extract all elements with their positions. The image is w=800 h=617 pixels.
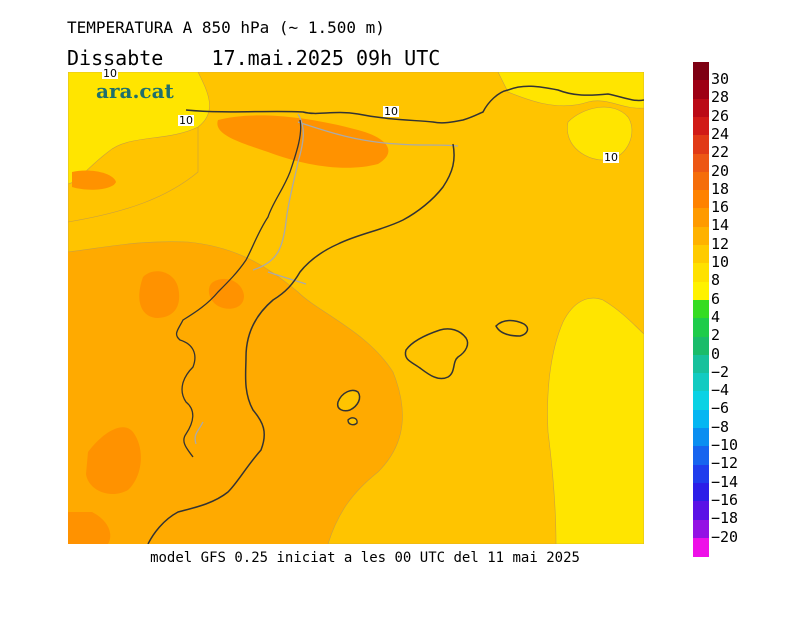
legend-label: −12 — [711, 454, 739, 473]
model-info: model GFS 0.25 iniciat a les 00 UTC del … — [150, 550, 580, 566]
legend-label: 8 — [711, 271, 721, 290]
field-14-16-far-west — [68, 512, 111, 544]
coastline-inland — [175, 119, 302, 458]
coastline-menorca — [495, 319, 529, 337]
legend-swatch — [693, 226, 709, 246]
legend-swatch — [693, 116, 709, 136]
legend-label: 28 — [711, 88, 730, 107]
legend-label: −20 — [711, 527, 739, 546]
legend-swatch — [693, 482, 709, 502]
legend-swatch — [693, 263, 709, 283]
legend-label: −4 — [711, 381, 730, 400]
field-14-16-ebro-2 — [208, 278, 244, 309]
legend-swatch — [693, 501, 709, 520]
coastline-ibiza — [336, 389, 361, 412]
field-8-10-southeast — [547, 297, 644, 544]
legend-label: 18 — [711, 179, 730, 198]
legend-label: −14 — [711, 472, 739, 491]
legend-swatch — [693, 318, 709, 337]
contour-label: 10 — [178, 114, 194, 127]
legend-swatch — [693, 190, 709, 209]
legend-label: −6 — [711, 399, 730, 418]
legend-label: 6 — [711, 289, 721, 308]
forecast-date: Dissabte 17.mai.2025 09h UTC — [67, 46, 441, 70]
coastline-catalonia — [147, 143, 455, 544]
legend-label: 16 — [711, 198, 730, 217]
legend-swatch — [693, 537, 709, 557]
coastline-formentera — [347, 417, 358, 426]
temperature-map — [68, 72, 644, 544]
legend-label: 12 — [711, 234, 730, 253]
legend-swatch — [693, 336, 709, 356]
legend-label: 20 — [711, 161, 730, 180]
legend-swatch — [693, 409, 709, 429]
legend-swatch — [693, 373, 709, 392]
legend-label: 22 — [711, 143, 730, 162]
coastline-mallorca — [404, 328, 469, 380]
contour-label: 10 — [603, 151, 619, 164]
coastline-france — [185, 85, 644, 124]
legend-label: 14 — [711, 216, 730, 235]
legend-swatch — [693, 428, 709, 447]
legend-label: 30 — [711, 70, 730, 88]
legend-swatch — [693, 98, 709, 118]
contour-label: 10 — [102, 67, 118, 80]
legend-label: −8 — [711, 417, 730, 436]
legend-swatch — [693, 281, 709, 301]
field-8-10-east-blob — [567, 106, 633, 161]
contour-label: 10 — [383, 105, 399, 118]
legend-swatch — [693, 354, 709, 374]
legend-label: 0 — [711, 344, 721, 363]
legend-label: −18 — [711, 509, 739, 528]
legend-label: −2 — [711, 362, 730, 381]
legend-swatch — [693, 519, 709, 539]
legend-swatch — [693, 135, 709, 154]
field-14-16-ebro-1 — [139, 271, 180, 318]
color-legend — [693, 62, 709, 557]
legend-swatch — [693, 245, 709, 264]
border-line — [194, 113, 459, 445]
legend-swatch — [693, 464, 709, 484]
legend-swatch — [693, 446, 709, 466]
legend-swatch — [693, 171, 709, 191]
legend-label: 24 — [711, 124, 730, 143]
field-14-16-west — [72, 170, 116, 190]
legend-label: −10 — [711, 436, 739, 454]
legend-swatch — [693, 391, 709, 411]
legend-swatch — [693, 299, 709, 319]
field-14-16-south — [86, 427, 141, 495]
legend-label: 2 — [711, 326, 721, 345]
legend-label: 10 — [711, 253, 730, 271]
ara-cat-logo: ara.cat — [96, 79, 174, 103]
legend-label: −16 — [711, 490, 739, 509]
legend-swatch — [693, 153, 709, 173]
legend-label: 4 — [711, 307, 721, 326]
legend-swatch — [693, 62, 709, 81]
legend-swatch — [693, 208, 709, 228]
legend-label: 26 — [711, 106, 730, 125]
field-8-10-northeast — [497, 72, 644, 109]
chart-title: TEMPERATURA A 850 hPa (~ 1.500 m) — [67, 18, 385, 37]
legend-swatch — [693, 80, 709, 100]
